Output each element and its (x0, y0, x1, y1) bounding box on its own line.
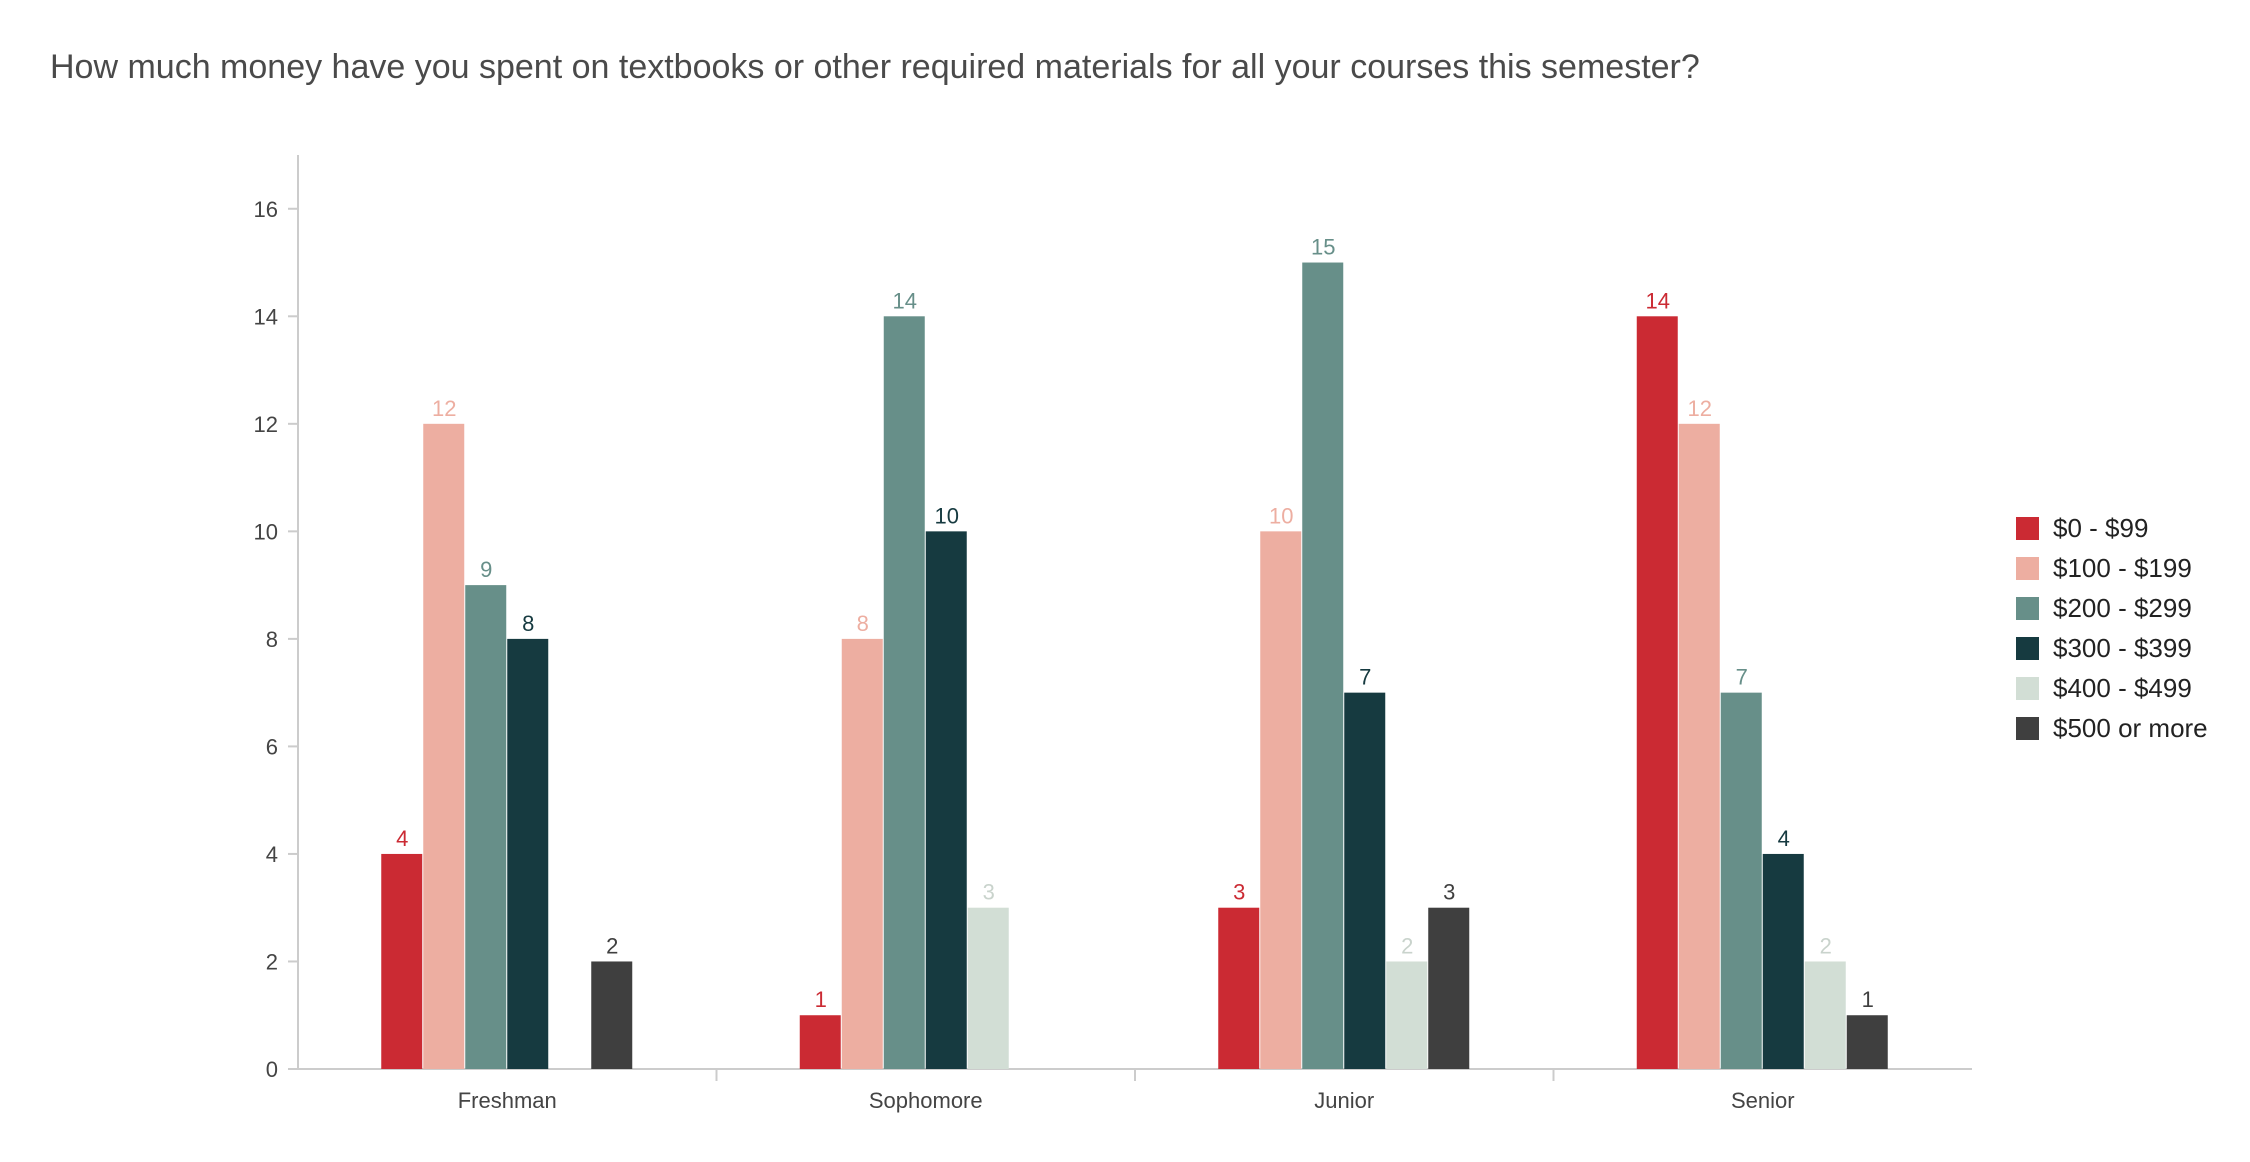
y-tick-label: 14 (254, 304, 278, 329)
data-label: 4 (396, 826, 408, 851)
bar (1386, 961, 1428, 1069)
bar (1344, 692, 1386, 1069)
bar (1846, 1015, 1888, 1069)
bar (423, 423, 465, 1070)
data-label: 2 (1820, 933, 1832, 958)
data-label: 8 (857, 611, 869, 636)
bar (381, 853, 423, 1069)
y-tick-label: 2 (266, 949, 278, 974)
data-label: 3 (1233, 880, 1245, 905)
data-label: 9 (480, 557, 492, 582)
legend-label: $100 - $199 (2053, 552, 2192, 583)
data-label: 1 (815, 987, 827, 1012)
legend-swatch (2016, 596, 2039, 620)
legend-label: $0 - $99 (2053, 512, 2149, 543)
legend-swatch (2016, 636, 2039, 660)
legend-swatch (2016, 716, 2039, 740)
bar (465, 585, 507, 1069)
legend-label: $300 - $399 (2053, 632, 2192, 663)
legend-label: $500 or more (2053, 712, 2208, 743)
bar (967, 907, 1009, 1069)
x-tick-label: Junior (1314, 1088, 1374, 1113)
legend-item: $400 - $499 (2016, 668, 2208, 708)
y-tick-label: 10 (254, 519, 278, 544)
legend-item: $0 - $99 (2016, 508, 2208, 548)
bar (1804, 961, 1846, 1069)
data-label: 2 (606, 933, 618, 958)
data-label: 15 (1311, 235, 1335, 260)
legend-item: $300 - $399 (2016, 628, 2208, 668)
data-label: 10 (1269, 503, 1293, 528)
y-tick-label: 16 (254, 197, 278, 222)
bar (1260, 531, 1302, 1069)
x-tick-label: Sophomore (869, 1088, 983, 1113)
legend-item: $500 or more (2016, 708, 2208, 748)
x-tick-label: Senior (1731, 1088, 1795, 1113)
bar (1678, 423, 1720, 1070)
bar (591, 961, 633, 1069)
data-label: 12 (1688, 396, 1712, 421)
x-tick-label: Freshman (458, 1088, 557, 1113)
data-label: 1 (1862, 987, 1874, 1012)
data-label: 14 (1646, 288, 1670, 313)
legend-label: $400 - $499 (2053, 672, 2192, 703)
data-label: 10 (935, 503, 959, 528)
legend-swatch (2016, 556, 2039, 580)
bar (883, 316, 925, 1069)
y-tick-label: 12 (254, 412, 278, 437)
chart-legend: $0 - $99 $100 - $199 $200 - $299 $300 - $39… (2016, 508, 2208, 748)
data-label: 7 (1736, 665, 1748, 690)
bar (507, 638, 549, 1069)
y-tick-label: 8 (266, 627, 278, 652)
data-label: 3 (983, 880, 995, 905)
bar (1428, 907, 1470, 1069)
y-tick-label: 0 (266, 1057, 278, 1082)
data-label: 12 (432, 396, 456, 421)
chart-title: How much money have you spent on textboo… (50, 48, 1700, 86)
bar (841, 638, 883, 1069)
bar (1302, 262, 1344, 1069)
data-label: 7 (1359, 665, 1371, 690)
y-tick-label: 6 (266, 734, 278, 759)
bar (1218, 907, 1260, 1069)
legend-item: $200 - $299 (2016, 588, 2208, 628)
legend-item: $100 - $199 (2016, 548, 2208, 588)
bar (1636, 316, 1678, 1069)
data-label: 4 (1778, 826, 1790, 851)
legend-label: $200 - $299 (2053, 592, 2192, 623)
legend-swatch (2016, 676, 2039, 700)
data-label: 14 (893, 288, 917, 313)
data-label: 3 (1443, 880, 1455, 905)
bar (1762, 853, 1804, 1069)
bar (925, 531, 967, 1069)
bar (799, 1015, 841, 1069)
data-label: 8 (522, 611, 534, 636)
bar (1720, 692, 1762, 1069)
legend-swatch (2016, 516, 2039, 540)
data-label: 2 (1401, 933, 1413, 958)
y-tick-label: 4 (266, 842, 278, 867)
